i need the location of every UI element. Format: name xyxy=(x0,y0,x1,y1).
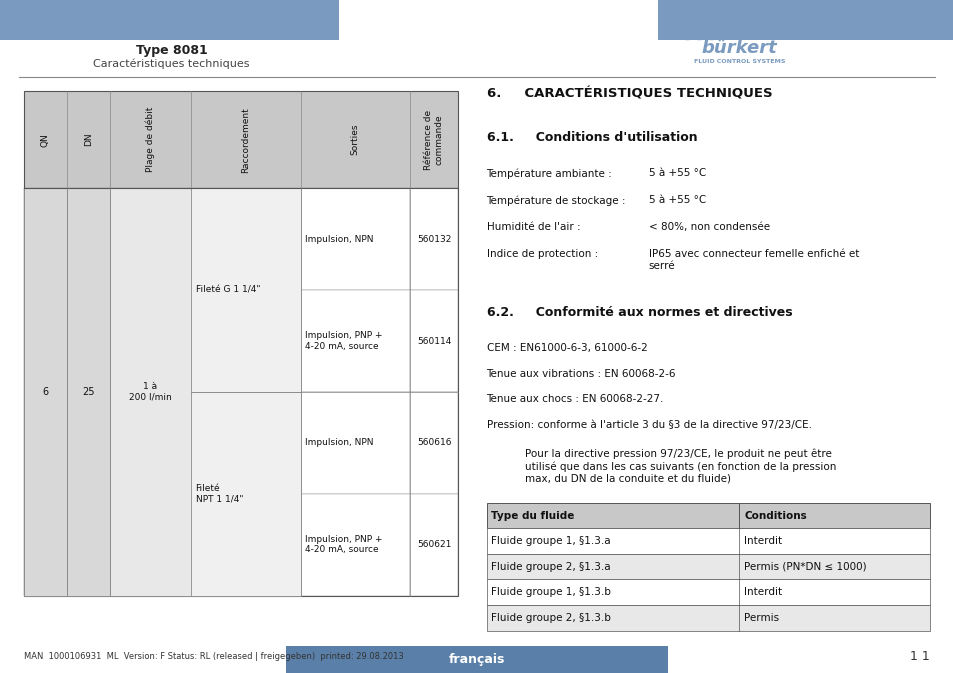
Text: 5 à +55 °C: 5 à +55 °C xyxy=(648,168,705,178)
Text: 560616: 560616 xyxy=(416,438,451,448)
Text: Permis: Permis xyxy=(743,613,779,623)
Bar xyxy=(110,290,191,392)
Text: Interdit: Interdit xyxy=(743,588,781,597)
Text: 6: 6 xyxy=(42,387,49,397)
Bar xyxy=(110,188,191,290)
Text: QN: QN xyxy=(41,133,50,147)
Bar xyxy=(486,528,929,554)
Text: Température de stockage :: Température de stockage : xyxy=(486,195,625,206)
Text: Impulsion, PNP +
4-20 mA, source: Impulsion, PNP + 4-20 mA, source xyxy=(305,535,382,555)
Text: 560621: 560621 xyxy=(416,540,451,549)
Bar xyxy=(486,605,929,631)
Bar xyxy=(658,0,953,40)
Text: Conditions: Conditions xyxy=(743,511,806,520)
Text: Impulsion, PNP +
4-20 mA, source: Impulsion, PNP + 4-20 mA, source xyxy=(305,331,382,351)
Bar xyxy=(67,392,110,494)
Text: Type 8081: Type 8081 xyxy=(135,44,208,57)
Text: 25: 25 xyxy=(82,387,94,397)
Bar xyxy=(410,290,457,392)
Bar xyxy=(191,494,300,596)
Bar xyxy=(24,91,457,596)
Text: Impulsion, NPN: Impulsion, NPN xyxy=(305,438,374,448)
Text: 1 à
200 l/min: 1 à 200 l/min xyxy=(129,382,172,402)
Text: 1 1: 1 1 xyxy=(909,649,929,663)
Text: Permis (PN*DN ≤ 1000): Permis (PN*DN ≤ 1000) xyxy=(743,562,866,571)
Text: 6.1.     Conditions d'utilisation: 6.1. Conditions d'utilisation xyxy=(486,131,697,144)
Bar xyxy=(486,579,929,605)
Bar xyxy=(286,646,667,673)
Bar xyxy=(300,290,410,392)
Text: Pour la directive pression 97/23/CE, le produit ne peut être
utilisé que dans le: Pour la directive pression 97/23/CE, le … xyxy=(524,449,835,483)
Bar xyxy=(110,392,191,494)
Bar xyxy=(24,494,67,596)
Text: 560114: 560114 xyxy=(416,336,451,346)
Bar xyxy=(67,188,110,290)
Bar xyxy=(300,188,410,290)
Text: Plage de débit: Plage de débit xyxy=(146,107,154,172)
Bar xyxy=(410,392,457,494)
Bar xyxy=(110,188,191,596)
Bar xyxy=(486,503,929,528)
Bar xyxy=(486,554,929,579)
Bar xyxy=(24,188,67,290)
Text: Température ambiante :: Température ambiante : xyxy=(486,168,612,179)
Bar xyxy=(191,188,300,392)
Text: MAN  1000106931  ML  Version: F Status: RL (released | freigegeben)  printed: 29: MAN 1000106931 ML Version: F Status: RL … xyxy=(24,651,403,661)
Bar xyxy=(300,494,410,596)
Text: DN: DN xyxy=(84,133,92,147)
Text: IP65 avec connecteur femelle enfiché et
serré: IP65 avec connecteur femelle enfiché et … xyxy=(648,249,859,271)
Bar xyxy=(191,392,300,596)
Bar xyxy=(67,188,110,596)
Text: Fluide groupe 2, §1.3.a: Fluide groupe 2, §1.3.a xyxy=(491,562,610,571)
Text: français: français xyxy=(448,653,505,666)
Bar xyxy=(67,290,110,392)
Bar xyxy=(410,494,457,596)
Text: FLUID CONTROL SYSTEMS: FLUID CONTROL SYSTEMS xyxy=(693,59,784,65)
Text: Fileté
NPT 1 1/4": Fileté NPT 1 1/4" xyxy=(195,484,243,503)
Text: Sorties: Sorties xyxy=(351,124,359,155)
Bar xyxy=(191,290,300,392)
Text: 6.2.     Conformité aux normes et directives: 6.2. Conformité aux normes et directives xyxy=(486,306,791,319)
Text: Fluide groupe 2, §1.3.b: Fluide groupe 2, §1.3.b xyxy=(491,613,611,623)
Text: Raccordement: Raccordement xyxy=(241,107,250,172)
Bar xyxy=(24,290,67,392)
Text: Interdit: Interdit xyxy=(743,536,781,546)
Bar xyxy=(410,188,457,290)
Text: Pression: conforme à l'article 3 du §3 de la directive 97/23/CE.: Pression: conforme à l'article 3 du §3 d… xyxy=(486,420,811,430)
Bar xyxy=(0,0,338,40)
Text: 560132: 560132 xyxy=(416,235,451,244)
Text: Tenue aux vibrations : EN 60068-2-6: Tenue aux vibrations : EN 60068-2-6 xyxy=(486,369,676,379)
Text: Caractéristiques techniques: Caractéristiques techniques xyxy=(93,59,250,69)
Bar xyxy=(300,392,410,494)
Text: Type du fluide: Type du fluide xyxy=(491,511,574,520)
Bar xyxy=(191,188,300,290)
Text: < 80%, non condensée: < 80%, non condensée xyxy=(648,222,769,232)
Text: Tenue aux chocs : EN 60068-2-27.: Tenue aux chocs : EN 60068-2-27. xyxy=(486,394,663,404)
Text: Fluide groupe 1, §1.3.b: Fluide groupe 1, §1.3.b xyxy=(491,588,611,597)
Text: bürkert: bürkert xyxy=(700,40,777,57)
Text: Fluide groupe 1, §1.3.a: Fluide groupe 1, §1.3.a xyxy=(491,536,610,546)
Text: CEM : EN61000-6-3, 61000-6-2: CEM : EN61000-6-3, 61000-6-2 xyxy=(486,343,647,353)
Text: 5 à +55 °C: 5 à +55 °C xyxy=(648,195,705,205)
Bar xyxy=(24,188,67,596)
Bar xyxy=(110,494,191,596)
Text: Fileté G 1 1/4": Fileté G 1 1/4" xyxy=(195,286,260,295)
Text: Référence de
commande: Référence de commande xyxy=(424,110,443,170)
Text: Humidité de l'air :: Humidité de l'air : xyxy=(486,222,579,232)
Bar xyxy=(24,91,457,188)
Bar xyxy=(67,494,110,596)
Bar xyxy=(24,392,67,494)
Text: 6.     CARACTÉRISTIQUES TECHNIQUES: 6. CARACTÉRISTIQUES TECHNIQUES xyxy=(486,87,771,100)
Text: Indice de protection :: Indice de protection : xyxy=(486,249,598,259)
Text: Impulsion, NPN: Impulsion, NPN xyxy=(305,235,374,244)
Bar xyxy=(191,392,300,494)
